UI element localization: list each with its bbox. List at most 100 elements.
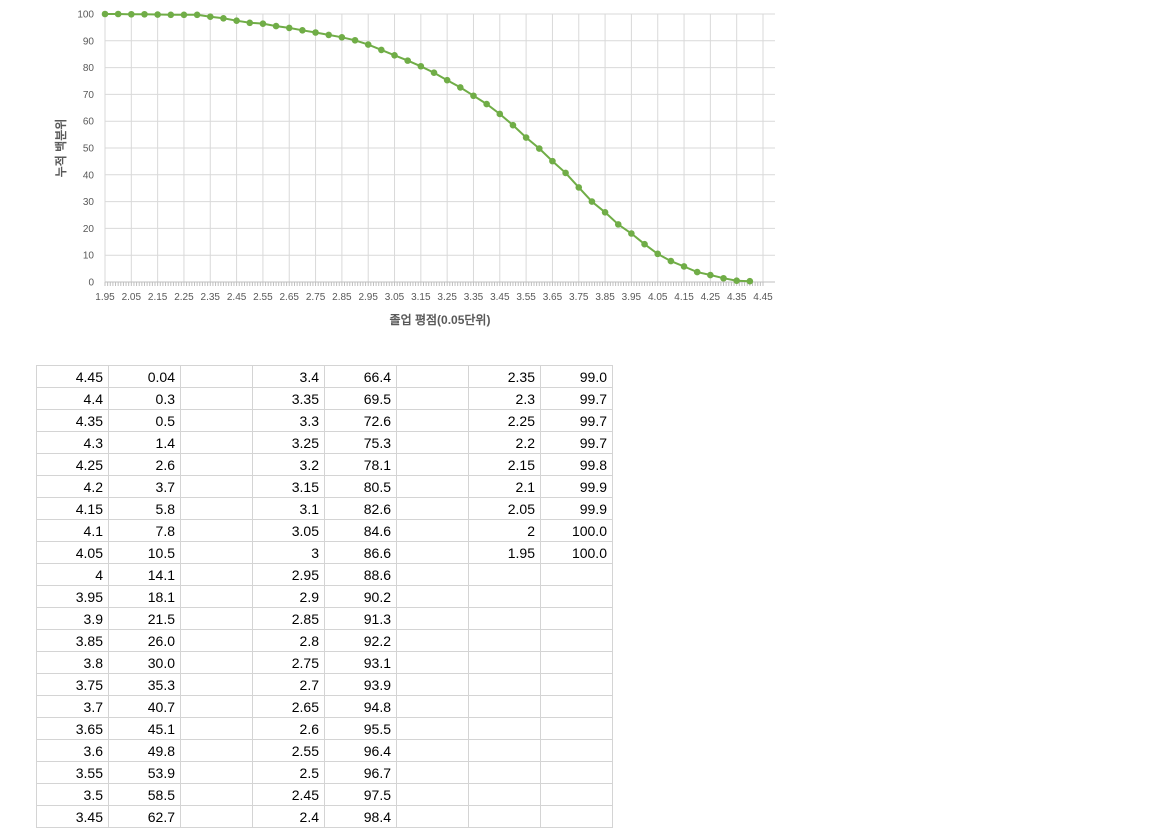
table-cell[interactable]: 2.35 <box>468 365 541 388</box>
table-cell[interactable]: 53.9 <box>108 761 181 784</box>
table-cell[interactable] <box>396 805 469 828</box>
table-cell[interactable] <box>540 717 613 740</box>
table-cell[interactable] <box>468 783 541 806</box>
table-cell[interactable] <box>180 387 253 410</box>
table-cell[interactable] <box>180 607 253 630</box>
table-cell[interactable] <box>180 805 253 828</box>
table-cell[interactable]: 21.5 <box>108 607 181 630</box>
table-cell[interactable]: 4.35 <box>36 409 109 432</box>
table-cell[interactable] <box>180 453 253 476</box>
table-cell[interactable]: 84.6 <box>324 519 397 542</box>
table-cell[interactable] <box>180 585 253 608</box>
table-cell[interactable] <box>468 607 541 630</box>
table-cell[interactable] <box>468 629 541 652</box>
table-cell[interactable] <box>180 783 253 806</box>
table-cell[interactable]: 2.05 <box>468 497 541 520</box>
table-cell[interactable] <box>180 673 253 696</box>
table-cell[interactable]: 3.7 <box>36 695 109 718</box>
table-cell[interactable] <box>540 783 613 806</box>
table-cell[interactable] <box>540 805 613 828</box>
table-cell[interactable]: 3.15 <box>252 475 325 498</box>
table-cell[interactable]: 62.7 <box>108 805 181 828</box>
table-cell[interactable] <box>180 629 253 652</box>
table-cell[interactable]: 2.6 <box>108 453 181 476</box>
table-cell[interactable] <box>396 541 469 564</box>
table-cell[interactable] <box>180 695 253 718</box>
table-cell[interactable]: 2.6 <box>252 717 325 740</box>
table-cell[interactable]: 3.3 <box>252 409 325 432</box>
table-cell[interactable] <box>540 695 613 718</box>
table-cell[interactable] <box>180 761 253 784</box>
table-cell[interactable] <box>468 739 541 762</box>
table-cell[interactable]: 78.1 <box>324 453 397 476</box>
table-cell[interactable] <box>396 783 469 806</box>
table-cell[interactable] <box>540 585 613 608</box>
table-cell[interactable]: 2.45 <box>252 783 325 806</box>
table-cell[interactable] <box>396 761 469 784</box>
table-cell[interactable]: 2 <box>468 519 541 542</box>
table-cell[interactable]: 99.7 <box>540 387 613 410</box>
table-cell[interactable] <box>540 761 613 784</box>
table-cell[interactable]: 4.3 <box>36 431 109 454</box>
table-cell[interactable]: 66.4 <box>324 365 397 388</box>
table-cell[interactable]: 80.5 <box>324 475 397 498</box>
table-cell[interactable] <box>180 365 253 388</box>
table-cell[interactable]: 91.3 <box>324 607 397 630</box>
table-cell[interactable]: 3.45 <box>36 805 109 828</box>
table-cell[interactable]: 3.1 <box>252 497 325 520</box>
table-cell[interactable]: 99.0 <box>540 365 613 388</box>
table-cell[interactable]: 92.2 <box>324 629 397 652</box>
table-cell[interactable] <box>180 409 253 432</box>
table-cell[interactable]: 2.5 <box>252 761 325 784</box>
table-cell[interactable]: 49.8 <box>108 739 181 762</box>
table-cell[interactable]: 98.4 <box>324 805 397 828</box>
table-cell[interactable]: 94.8 <box>324 695 397 718</box>
table-cell[interactable] <box>396 475 469 498</box>
table-cell[interactable]: 96.4 <box>324 739 397 762</box>
table-cell[interactable] <box>396 629 469 652</box>
table-cell[interactable]: 3.4 <box>252 365 325 388</box>
table-cell[interactable]: 2.2 <box>468 431 541 454</box>
table-cell[interactable]: 0.3 <box>108 387 181 410</box>
table-cell[interactable]: 4 <box>36 563 109 586</box>
table-cell[interactable] <box>540 651 613 674</box>
table-cell[interactable]: 82.6 <box>324 497 397 520</box>
table-cell[interactable]: 3.95 <box>36 585 109 608</box>
table-cell[interactable] <box>396 585 469 608</box>
table-cell[interactable]: 2.65 <box>252 695 325 718</box>
table-cell[interactable]: 1.4 <box>108 431 181 454</box>
table-cell[interactable]: 93.1 <box>324 651 397 674</box>
table-cell[interactable]: 2.9 <box>252 585 325 608</box>
table-cell[interactable]: 2.7 <box>252 673 325 696</box>
table-cell[interactable] <box>396 431 469 454</box>
table-cell[interactable]: 100.0 <box>540 519 613 542</box>
table-cell[interactable] <box>180 431 253 454</box>
table-cell[interactable] <box>540 629 613 652</box>
table-cell[interactable]: 10.5 <box>108 541 181 564</box>
table-cell[interactable] <box>540 607 613 630</box>
table-cell[interactable]: 7.8 <box>108 519 181 542</box>
table-cell[interactable]: 2.15 <box>468 453 541 476</box>
table-cell[interactable] <box>468 761 541 784</box>
table-cell[interactable]: 2.3 <box>468 387 541 410</box>
table-cell[interactable]: 100.0 <box>540 541 613 564</box>
table-cell[interactable]: 2.4 <box>252 805 325 828</box>
table-cell[interactable]: 99.7 <box>540 409 613 432</box>
table-cell[interactable] <box>396 607 469 630</box>
table-cell[interactable]: 14.1 <box>108 563 181 586</box>
table-cell[interactable] <box>396 497 469 520</box>
table-cell[interactable]: 97.5 <box>324 783 397 806</box>
table-cell[interactable]: 2.75 <box>252 651 325 674</box>
table-cell[interactable]: 86.6 <box>324 541 397 564</box>
table-cell[interactable] <box>396 453 469 476</box>
table-cell[interactable] <box>180 541 253 564</box>
table-cell[interactable]: 2.25 <box>468 409 541 432</box>
table-cell[interactable] <box>540 673 613 696</box>
table-cell[interactable]: 99.9 <box>540 497 613 520</box>
table-cell[interactable]: 5.8 <box>108 497 181 520</box>
table-cell[interactable] <box>468 695 541 718</box>
table-cell[interactable]: 3.85 <box>36 629 109 652</box>
table-cell[interactable]: 3.2 <box>252 453 325 476</box>
table-cell[interactable]: 18.1 <box>108 585 181 608</box>
table-cell[interactable]: 90.2 <box>324 585 397 608</box>
